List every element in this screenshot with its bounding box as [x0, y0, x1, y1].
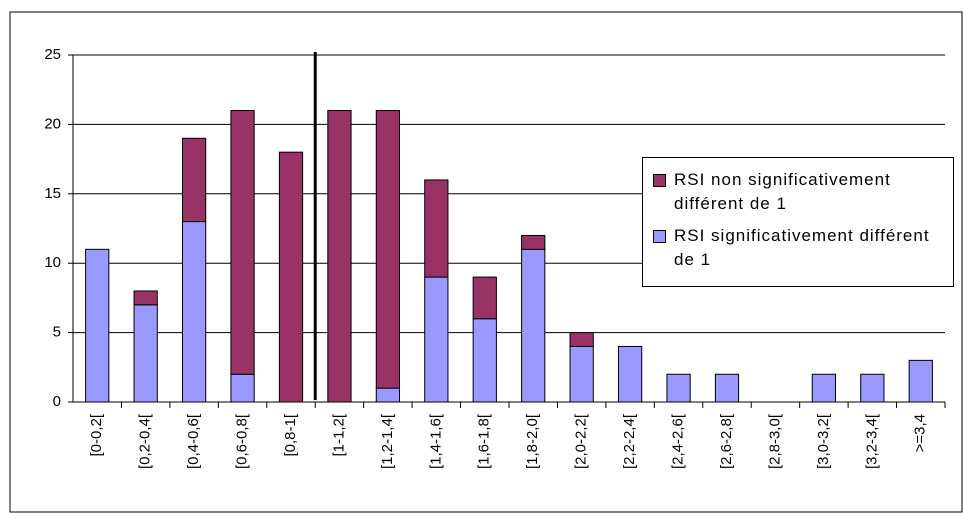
bar-segment: [424, 179, 449, 278]
bar-segment: [811, 373, 837, 403]
x-tick-label: [0-0,2[: [88, 413, 105, 456]
bar-segment: [230, 373, 255, 403]
bar-segment: [230, 110, 255, 375]
bar-segment: [181, 221, 207, 403]
legend-item: RSI non significativement différent de 1: [651, 168, 945, 216]
x-tick-label: [2,2-2,4[: [621, 413, 638, 469]
x-tick-label: [1,2-1,4[: [379, 413, 396, 469]
x-tick-label: [0,2-0,4[: [137, 413, 154, 469]
y-tick-label: 5: [53, 324, 61, 341]
y-tick-label: 25: [44, 46, 61, 63]
legend-label: RSI non significativement différent de 1: [674, 170, 891, 213]
x-tick-label: [2,0-2,2[: [573, 413, 590, 469]
x-tick-label: [1,8-2,0[: [524, 413, 541, 469]
legend-item: RSI significativement différent de 1: [651, 224, 945, 272]
legend-swatch: [653, 174, 666, 187]
bar-segment: [472, 318, 497, 403]
bar-segment: [424, 276, 449, 403]
y-tick-label: 20: [44, 115, 61, 132]
bar-segment: [181, 137, 207, 223]
bar-segment: [521, 234, 546, 250]
x-tick-label: [3,0-3,2[: [815, 413, 832, 469]
bar-segment: [375, 110, 401, 389]
legend: RSI non significativement différent de 1…: [642, 157, 954, 287]
x-tick-label: [2,4-2,6[: [670, 413, 687, 469]
bar-segment: [569, 345, 594, 403]
bar-segment: [860, 373, 885, 403]
x-tick-label: [1,6-1,8[: [476, 413, 493, 469]
x-tick-label: [1,4-1,6[: [427, 413, 444, 469]
bar-segment: [278, 151, 304, 403]
x-tick-label: [0,4-0,6[: [185, 413, 202, 469]
x-tick-label: [1-1,2[: [330, 413, 347, 456]
x-tick-label: [2,8-3,0[: [766, 413, 783, 469]
y-tick-label: 10: [44, 254, 61, 271]
legend-swatch: [653, 230, 666, 243]
x-tick-label: [3,2-3,4[: [863, 413, 880, 469]
y-tick-label: 15: [44, 185, 61, 202]
x-tick-label: [0,8-1[: [282, 413, 299, 456]
bar-segment: [133, 290, 158, 306]
bar-segment: [472, 276, 497, 320]
x-tick-label: [2,6-2,8[: [718, 413, 735, 469]
legend-label: RSI significativement différent de 1: [674, 226, 930, 269]
y-tick-label: 0: [53, 393, 61, 410]
bar-segment: [714, 373, 740, 403]
bar-segment: [375, 387, 401, 403]
bar-segment: [666, 373, 691, 403]
bar-segment: [617, 345, 643, 403]
bar-segment: [85, 248, 110, 403]
bar-segment: [569, 332, 594, 347]
bar-segment: [133, 304, 158, 403]
bar-segment: [327, 110, 352, 403]
bar-segment: [521, 248, 546, 403]
bar-segment: [908, 359, 933, 403]
x-tick-label: [0,6-0,8[: [234, 413, 251, 469]
x-tick-label: >=3,4: [912, 414, 929, 452]
